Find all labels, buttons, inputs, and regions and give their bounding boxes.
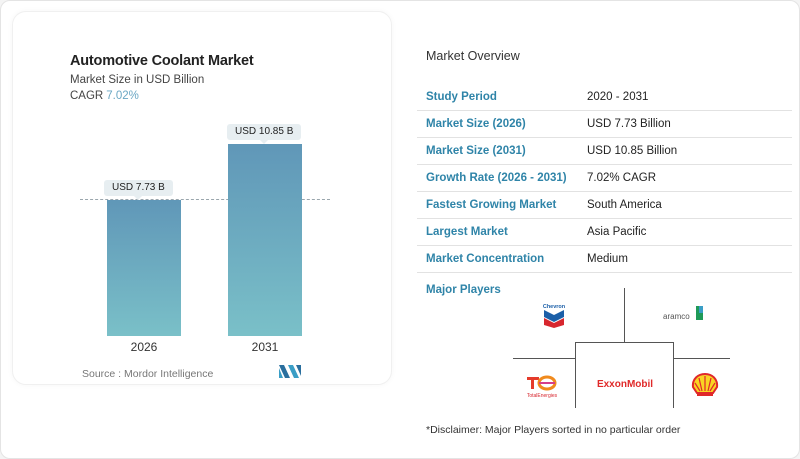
- row-key: Fastest Growing Market: [426, 199, 557, 211]
- row-value: 7.02% CAGR: [587, 172, 657, 184]
- row-value: Asia Pacific: [587, 226, 647, 238]
- overview-row: Market Concentration Medium: [417, 246, 792, 273]
- overview-title: Market Overview: [426, 49, 520, 63]
- svg-text:Chevron: Chevron: [543, 304, 566, 310]
- chart-card: [12, 11, 392, 385]
- bar-2026: [107, 200, 181, 336]
- row-value: South America: [587, 199, 662, 211]
- divider: [513, 358, 575, 359]
- x-label-2031: 2031: [251, 340, 279, 354]
- x-label-2026: 2026: [130, 340, 158, 354]
- divider: [624, 288, 625, 343]
- row-key: Largest Market: [426, 226, 508, 238]
- overview-row: Fastest Growing Market South America: [417, 192, 792, 219]
- exxonmobil-logo: ExxonMobil: [597, 374, 653, 392]
- overview-table: Study Period 2020 - 2031 Market Size (202…: [417, 84, 792, 273]
- row-value: USD 10.85 Billion: [587, 145, 678, 157]
- row-value: USD 7.73 Billion: [587, 118, 671, 130]
- aramco-logo-icon: aramco: [663, 306, 703, 321]
- svg-text:aramco: aramco: [663, 312, 690, 321]
- aramco-logo: aramco: [663, 304, 709, 324]
- bar-label-2026: USD 7.73 B: [104, 180, 173, 200]
- cagr-value: 7.02%: [106, 90, 139, 102]
- row-key: Market Size (2026): [426, 118, 526, 130]
- row-key: Study Period: [426, 91, 497, 103]
- bar-label-2031: USD 10.85 B: [227, 124, 302, 144]
- overview-row: Largest Market Asia Pacific: [417, 219, 792, 246]
- row-key: Market Size (2031): [426, 145, 526, 157]
- row-value: 2020 - 2031: [587, 91, 649, 103]
- disclaimer: *Disclaimer: Major Players sorted in no …: [426, 424, 681, 436]
- bar-2031: [228, 144, 302, 336]
- chart-title: Automotive Coolant Market: [70, 53, 254, 69]
- exxonmobil-logo-icon: ExxonMobil: [597, 379, 653, 390]
- row-value: Medium: [587, 253, 628, 265]
- svg-text:ExxonMobil: ExxonMobil: [597, 379, 653, 390]
- row-key: Market Concentration: [426, 253, 545, 265]
- totalenergies-logo: TotalEnergies: [521, 369, 563, 399]
- cagr-label: CAGR: [70, 90, 104, 102]
- shell-logo: [688, 372, 722, 398]
- mordor-logo-icon: [279, 365, 301, 378]
- divider: [575, 342, 576, 408]
- overview-row: Growth Rate (2026 - 2031) 7.02% CAGR: [417, 165, 792, 192]
- divider: [674, 358, 730, 359]
- overview-row: Study Period 2020 - 2031: [417, 84, 792, 111]
- row-key: Growth Rate (2026 - 2031): [426, 172, 567, 184]
- chevron-logo: Chevron: [537, 301, 571, 329]
- totalenergies-logo-icon: TotalEnergies: [527, 375, 558, 399]
- chevron-logo-icon: Chevron: [543, 304, 566, 328]
- major-players-label: Major Players: [426, 284, 501, 296]
- overview-row: Market Size (2031) USD 10.85 Billion: [417, 138, 792, 165]
- overview-row: Market Size (2026) USD 7.73 Billion: [417, 111, 792, 138]
- shell-logo-icon: [691, 373, 719, 396]
- cagr: CAGR 7.02%: [70, 90, 139, 102]
- chart-subtitle: Market Size in USD Billion: [70, 74, 205, 86]
- reference-line: [80, 199, 330, 200]
- divider: [673, 342, 674, 408]
- svg-text:TotalEnergies: TotalEnergies: [527, 393, 558, 399]
- source-text: Source : Mordor Intelligence: [82, 368, 214, 380]
- divider: [575, 342, 674, 343]
